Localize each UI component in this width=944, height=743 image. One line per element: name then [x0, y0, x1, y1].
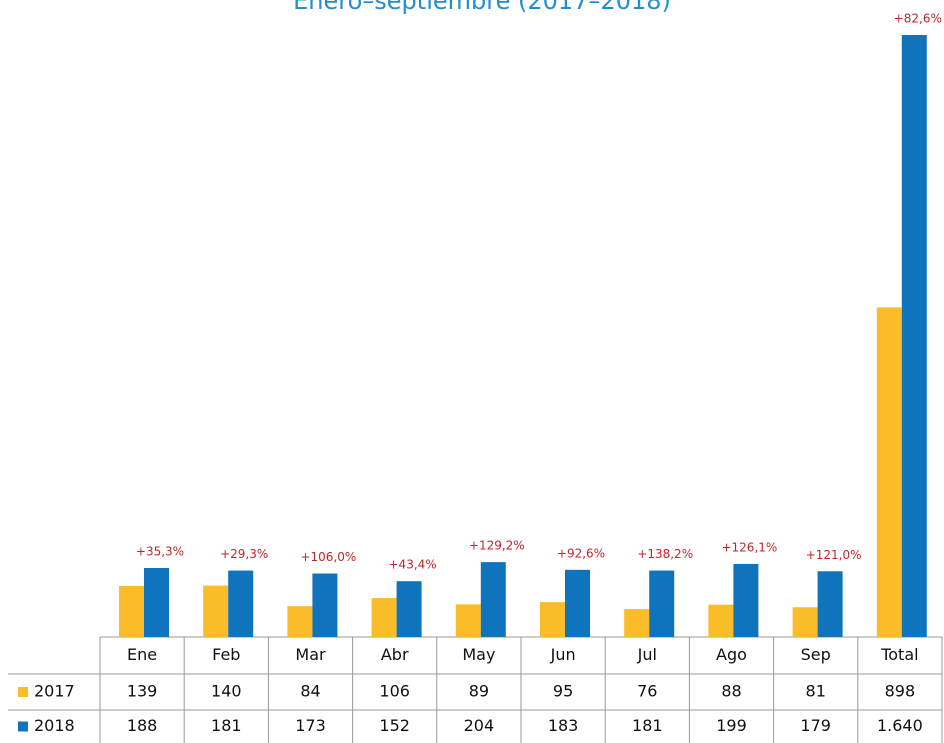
change-label: +126,1% — [721, 540, 777, 554]
x-tick-label: Total — [880, 645, 918, 664]
bar — [203, 585, 229, 637]
bar — [396, 581, 422, 637]
table-cell: 84 — [300, 682, 320, 701]
bar — [708, 604, 734, 637]
x-tick-label: May — [462, 645, 495, 664]
table-cell: 106 — [379, 682, 410, 701]
legend-label: 2018 — [34, 716, 75, 735]
table-cell: 173 — [295, 716, 326, 735]
bar — [119, 585, 144, 637]
table-cell: 188 — [127, 716, 158, 735]
change-label: +29,3% — [220, 547, 268, 561]
x-tick-label: Ago — [716, 645, 747, 664]
chart-title: Enero–septiembre (2017–2018) — [293, 0, 671, 15]
bar — [371, 598, 397, 637]
table-cell: 183 — [548, 716, 579, 735]
table-cell: 204 — [464, 716, 495, 735]
x-tick-label: Sep — [801, 645, 831, 664]
bar — [480, 562, 506, 637]
change-label: +35,3% — [136, 544, 184, 558]
table-cell: 181 — [632, 716, 663, 735]
bar — [901, 35, 927, 637]
bar — [144, 567, 169, 637]
change-label: +129,2% — [469, 539, 525, 553]
table-cell: 95 — [553, 682, 573, 701]
change-label: +106,0% — [300, 550, 356, 564]
bar — [455, 604, 481, 637]
table-cell: 179 — [800, 716, 831, 735]
bar — [540, 602, 565, 637]
change-label: +82,6% — [894, 12, 942, 26]
bar — [817, 571, 843, 637]
change-label: +43,4% — [389, 558, 437, 572]
bar — [876, 307, 902, 637]
table-cell: 199 — [716, 716, 747, 735]
table-cell: 1.640 — [877, 716, 923, 735]
table-cell: 181 — [211, 716, 242, 735]
change-label: +121,0% — [806, 548, 862, 562]
x-tick-label: Mar — [295, 645, 326, 664]
x-tick-label: Ene — [127, 645, 157, 664]
x-tick-label: Jun — [550, 645, 576, 664]
x-tick-label: Abr — [381, 645, 409, 664]
change-label: +138,2% — [637, 547, 693, 561]
table-cell: 140 — [211, 682, 242, 701]
x-tick-label: Jul — [637, 645, 657, 664]
x-tick-label: Feb — [212, 645, 240, 664]
bar — [287, 606, 313, 637]
table-cell: 76 — [637, 682, 657, 701]
table-cell: 88 — [721, 682, 741, 701]
legend-label: 2017 — [34, 682, 75, 701]
change-label: +92,6% — [557, 546, 605, 560]
bar — [312, 573, 338, 637]
legend-swatch — [18, 721, 28, 732]
bar — [565, 569, 590, 637]
bar — [649, 570, 675, 637]
bar — [733, 563, 759, 637]
table-cell: 152 — [379, 716, 410, 735]
bar — [792, 607, 818, 637]
table-cell: 81 — [806, 682, 826, 701]
table-cell: 89 — [469, 682, 489, 701]
bar — [624, 609, 650, 637]
table-cell: 898 — [885, 682, 916, 701]
table-cell: 139 — [127, 682, 158, 701]
bar — [228, 570, 254, 637]
legend-swatch — [18, 687, 28, 697]
